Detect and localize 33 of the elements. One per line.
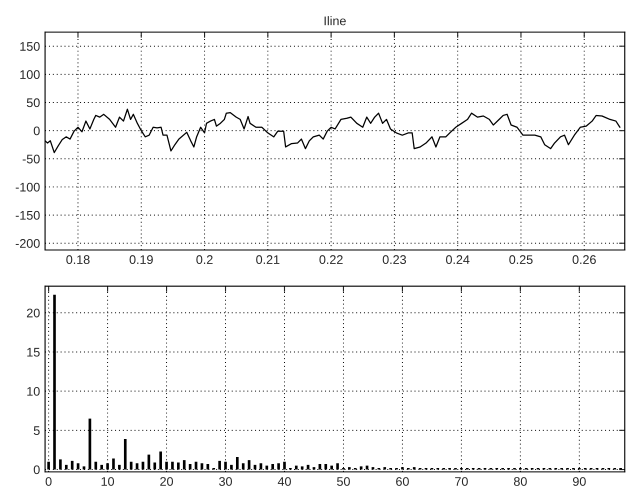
x-tick-label: 0 — [46, 477, 52, 486]
x-tick-label: 0.22 — [319, 255, 343, 264]
x-tick-label: 20 — [160, 477, 174, 486]
x-tick-label: 0.18 — [66, 255, 90, 264]
y-tick-label: 0 — [34, 126, 40, 136]
x-tick-label: 0.23 — [382, 255, 406, 264]
y-tick-label: 100 — [20, 70, 40, 80]
chart-title: Iline — [324, 16, 346, 26]
x-tick-label: 60 — [396, 477, 409, 486]
y-tick-label: -50 — [22, 154, 40, 164]
x-tick-label: 80 — [514, 477, 527, 486]
x-tick-label: 0.21 — [256, 255, 280, 264]
y-tick-label: 10 — [27, 386, 40, 396]
x-tick-label: 40 — [278, 477, 291, 486]
x-tick-label: 50 — [337, 477, 350, 486]
y-tick-label: 5 — [34, 426, 40, 435]
x-tick-label: 0.25 — [509, 255, 533, 264]
x-tick-label: 0.19 — [130, 255, 153, 264]
y-tick-label: 0 — [34, 465, 40, 474]
x-tick-label: 0.2 — [196, 255, 213, 264]
y-tick-label: -100 — [16, 182, 40, 192]
y-tick-label: 150 — [20, 42, 40, 51]
x-tick-label: 0.26 — [572, 255, 596, 264]
x-tick-label: 0.24 — [446, 255, 470, 264]
x-tick-label: 90 — [572, 477, 586, 486]
y-tick-label: 20 — [26, 308, 40, 318]
x-tick-label: 30 — [219, 477, 232, 486]
x-tick-label: 10 — [102, 477, 114, 486]
y-tick-label: -200 — [16, 239, 40, 248]
y-tick-label: -150 — [16, 210, 40, 220]
x-tick-label: 70 — [455, 477, 468, 486]
y-tick-label: 15 — [27, 348, 40, 357]
y-tick-label: 50 — [26, 98, 40, 108]
